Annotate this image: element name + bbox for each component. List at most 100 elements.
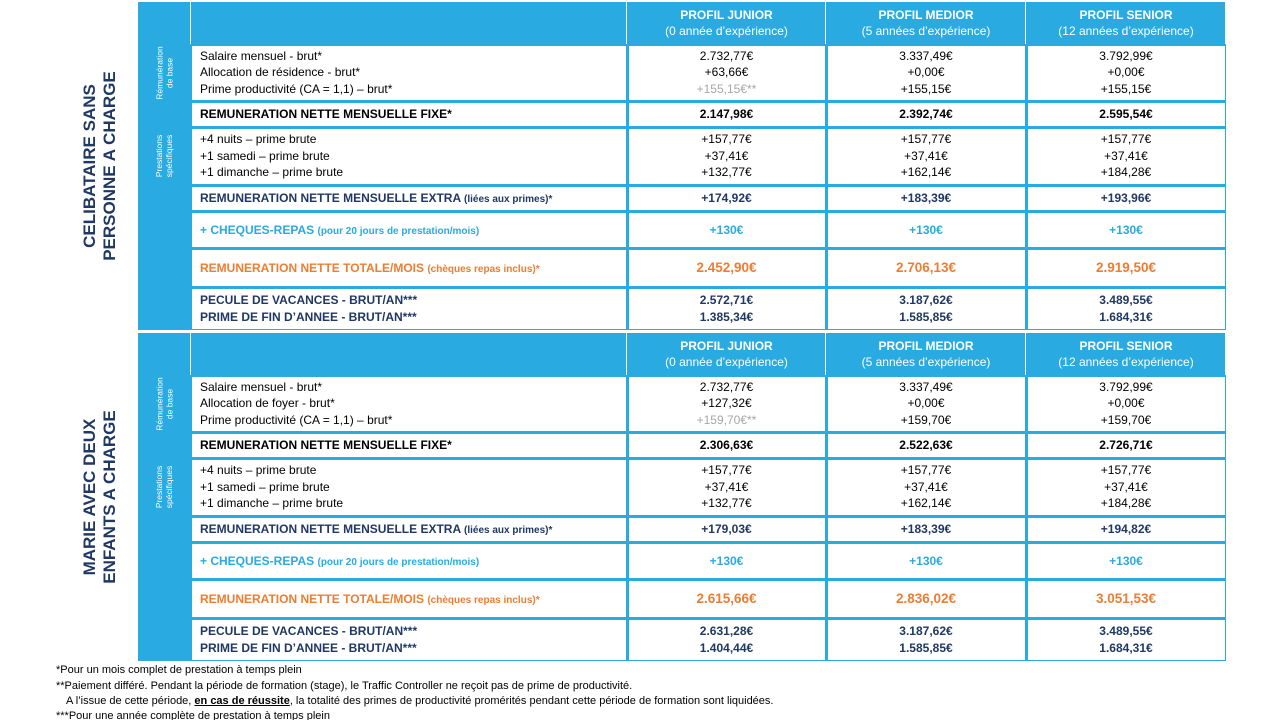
row-value: 2.595,54€ xyxy=(1099,107,1153,121)
value-cell xyxy=(1027,212,1225,247)
row-value: 2.392,74€ xyxy=(899,107,953,121)
row-label-text: REMUNERATION NETTE TOTALE/MOIS xyxy=(200,260,424,275)
row-label-text: REMUNERATION NETTE MENSUELLE EXTRA xyxy=(200,191,461,205)
row-label: +4 nuits – prime brute xyxy=(200,132,317,147)
row-value: +155,15€** xyxy=(696,81,757,96)
row-value: +155,15€ xyxy=(900,81,952,96)
row-value: 1.684,31€ xyxy=(1099,309,1153,324)
header-cell xyxy=(826,2,1026,44)
row-label: REMUNERATION NETTE MENSUELLE EXTRA (liée… xyxy=(200,521,552,539)
row-value: 3.489,55€ xyxy=(1099,624,1153,638)
row-label: +1 dimanche – prime brute xyxy=(200,165,344,180)
value-cell xyxy=(827,580,1025,617)
value-cell xyxy=(827,619,1025,660)
value-cell xyxy=(1027,543,1225,578)
label-cell xyxy=(191,543,626,578)
row-label: PECULE DE VACANCES - BRUT/AN*** xyxy=(200,624,418,638)
value-cell xyxy=(827,102,1025,126)
row-value: 2.306,63€ xyxy=(699,438,754,452)
row-value: 3.187,62€ xyxy=(899,624,953,638)
value-cell xyxy=(827,45,1025,100)
row-label-text: REMUNERATION NETTE MENSUELLE FIXE* xyxy=(200,438,452,452)
row-label: Allocation de résidence - brut* xyxy=(200,65,361,80)
row-value: +130€ xyxy=(1109,222,1143,237)
value-cell xyxy=(628,459,825,515)
label-cell xyxy=(191,45,626,100)
row-label: REMUNERATION NETTE TOTALE/MOIS (chèques … xyxy=(200,591,540,609)
row-value: +183,39€ xyxy=(900,191,952,205)
value-cell xyxy=(1027,186,1225,210)
row-value: 1.585,85€ xyxy=(899,309,953,324)
row-label-note: (liées aux primes)* xyxy=(464,194,553,205)
row-value: 2.522,63€ xyxy=(899,438,953,452)
value-cell xyxy=(827,186,1025,210)
section-title-line: ENFANTS A CHARGE xyxy=(100,410,119,584)
value-cell xyxy=(628,288,825,329)
row-value: +37,41€ xyxy=(1104,479,1148,494)
row-value: +162,14€ xyxy=(900,496,952,511)
value-cell xyxy=(1027,102,1225,126)
row-value: 3.489,55€ xyxy=(1099,293,1153,307)
row-value: +37,41€ xyxy=(904,148,948,163)
value-cell xyxy=(1027,45,1225,100)
header-cell xyxy=(826,333,1026,375)
label-cell xyxy=(191,212,626,247)
row-label: +1 dimanche – prime brute xyxy=(200,496,344,511)
profile-experience: (12 années d’expérience) xyxy=(1058,24,1194,38)
row-value: +155,15€ xyxy=(1100,81,1152,96)
row-value: +132,77€ xyxy=(701,496,752,511)
row-value: 3.337,49€ xyxy=(899,48,953,63)
profile-experience: (0 année d’expérience) xyxy=(665,355,788,369)
value-cell xyxy=(1027,619,1225,660)
row-value: +179,03€ xyxy=(701,522,752,536)
label-cell xyxy=(191,288,626,329)
row-value: 2.836,02€ xyxy=(895,590,957,606)
row-value: 2.919,50€ xyxy=(1095,259,1157,275)
footnote-emphasis: en cas de réussite xyxy=(194,695,290,707)
section-title: MARIE AVEC DEUX ENFANTS A CHARGE xyxy=(80,337,120,657)
label-cell xyxy=(191,459,626,515)
row-value: +130€ xyxy=(909,222,943,237)
row-value: +37,41€ xyxy=(704,479,749,494)
profile-experience: (12 années d’expérience) xyxy=(1058,355,1194,369)
row-value: +37,41€ xyxy=(704,148,749,163)
value-cell xyxy=(628,45,825,100)
row-value: +159,70€ xyxy=(900,412,952,427)
row-label-text: + CHEQUES-REPAS xyxy=(200,222,315,237)
row-label-note: (liées aux primes)* xyxy=(464,525,553,536)
label-cell xyxy=(191,619,626,660)
label-cell xyxy=(191,517,626,541)
row-value: +0,00€ xyxy=(907,396,945,411)
footnote: ***Pour une année complète de prestation… xyxy=(56,710,330,720)
label-cell xyxy=(191,249,626,286)
row-value: +157,77€ xyxy=(1100,463,1152,478)
row-value: +127,32€ xyxy=(701,396,752,411)
value-cell xyxy=(628,128,825,184)
label-cell xyxy=(191,376,626,431)
row-label-text: + CHEQUES-REPAS xyxy=(200,553,315,568)
label-cell xyxy=(191,102,626,126)
value-cell xyxy=(827,459,1025,515)
value-cell xyxy=(827,288,1025,329)
value-cell xyxy=(1027,459,1225,515)
row-value: +194,82€ xyxy=(1100,522,1152,536)
value-cell xyxy=(827,376,1025,431)
row-label: REMUNERATION NETTE TOTALE/MOIS (chèques … xyxy=(200,260,540,278)
row-label: Salaire mensuel - brut* xyxy=(200,48,323,63)
value-cell xyxy=(628,580,825,617)
value-cell xyxy=(628,186,825,210)
row-value: +183,39€ xyxy=(900,522,952,536)
value-cell xyxy=(1027,288,1225,329)
row-value: 1.684,31€ xyxy=(1099,640,1153,655)
value-cell xyxy=(827,543,1025,578)
row-label: PRIME DE FIN D’ANNEE - BRUT/AN*** xyxy=(200,309,417,324)
row-value: +130€ xyxy=(1109,553,1143,568)
row-value: 2.452,90€ xyxy=(696,259,757,275)
row-label-note: (chèques repas inclus)* xyxy=(427,263,540,275)
row-value: 2.726,71€ xyxy=(1099,438,1153,452)
row-label: +4 nuits – prime brute xyxy=(200,463,317,478)
header-cell xyxy=(190,333,627,375)
row-label-note: (pour 20 jours de prestation/mois) xyxy=(317,225,480,237)
row-value: +157,77€ xyxy=(1100,132,1152,147)
